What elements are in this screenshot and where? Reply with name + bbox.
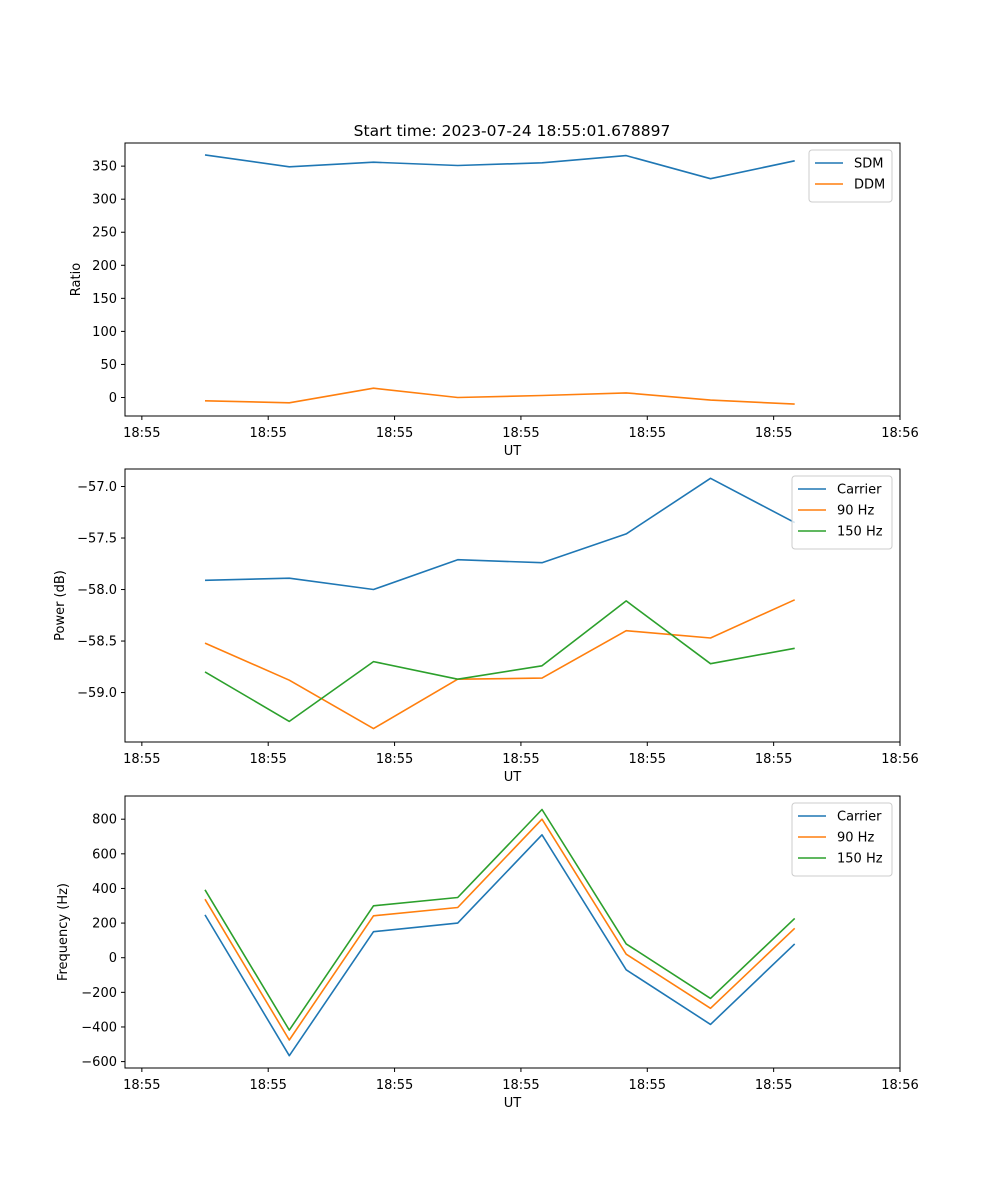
series-line-sdm xyxy=(204,154,795,180)
x-tick-label: 18:56 xyxy=(881,752,918,767)
y-tick-label: −58.0 xyxy=(77,583,117,598)
y-tick-label: 50 xyxy=(100,358,117,373)
legend-label: SDM xyxy=(854,157,883,172)
x-tick-label: 18:55 xyxy=(123,1078,160,1093)
legend-label: Carrier xyxy=(837,483,882,498)
legend-label: DDM xyxy=(854,178,885,193)
legend-label: 90 Hz xyxy=(837,831,874,846)
y-axis-label: Power (dB) xyxy=(53,570,68,641)
x-tick-label: 18:55 xyxy=(755,1078,792,1093)
x-axis-label: UT xyxy=(504,444,522,459)
y-tick-label: −59.0 xyxy=(77,686,117,701)
x-tick-label: 18:55 xyxy=(376,1078,413,1093)
x-tick-label: 18:55 xyxy=(249,752,286,767)
y-tick-label: 350 xyxy=(92,160,117,175)
x-tick-label: 18:55 xyxy=(755,426,792,441)
x-axis-label: UT xyxy=(504,1096,522,1111)
x-tick-label: 18:55 xyxy=(629,1078,666,1093)
y-tick-label: 0 xyxy=(109,391,117,406)
x-tick-label: 18:56 xyxy=(881,426,918,441)
x-tick-label: 18:55 xyxy=(249,1078,286,1093)
y-tick-label: 150 xyxy=(92,292,117,307)
power-panel: 18:55 18:55 18:55 18:55 18:55 18:55 18:56 −59.0… xyxy=(53,468,919,785)
frequency-panel: 18:55 18:55 18:55 18:55 18:55 18:55 18:56 −600 −… xyxy=(56,795,919,1111)
series-line-90-hz xyxy=(204,818,796,1041)
plot-frame xyxy=(124,468,901,743)
y-tick-label: 200 xyxy=(92,259,117,274)
legend: Carrier 90 Hz 150 Hz xyxy=(791,475,893,550)
legend-label: Carrier xyxy=(837,810,882,825)
legend: SDM DDM xyxy=(808,149,893,203)
y-tick-label: 200 xyxy=(92,917,117,932)
series-line-carrier xyxy=(204,833,796,1057)
y-axis-label: Frequency (Hz) xyxy=(56,883,71,981)
series-line-150-hz xyxy=(204,600,795,723)
y-tick-label: −200 xyxy=(81,986,117,1001)
x-tick-label: 18:55 xyxy=(123,752,160,767)
legend-label: 150 Hz xyxy=(837,525,883,540)
series-line-carrier xyxy=(204,477,796,591)
y-tick-label: 250 xyxy=(92,226,117,241)
y-tick-label: 300 xyxy=(92,193,117,208)
x-tick-label: 18:55 xyxy=(502,426,539,441)
series-line-ddm xyxy=(204,387,795,405)
y-tick-label: −57.0 xyxy=(77,480,117,495)
y-tick-label: −400 xyxy=(81,1020,117,1035)
y-tick-label: −57.5 xyxy=(77,532,117,547)
y-tick-label: 400 xyxy=(92,882,117,897)
series-line-90-hz xyxy=(204,599,796,730)
legend-label: 150 Hz xyxy=(837,852,883,867)
x-tick-label: 18:55 xyxy=(629,426,666,441)
y-tick-label: −58.5 xyxy=(77,635,117,650)
legend-label: 90 Hz xyxy=(837,504,874,519)
x-tick-label: 18:55 xyxy=(376,426,413,441)
x-tick-label: 18:55 xyxy=(502,1078,539,1093)
y-tick-label: 100 xyxy=(92,325,117,340)
legend: Carrier 90 Hz 150 Hz xyxy=(791,802,893,877)
x-tick-label: 18:55 xyxy=(755,752,792,767)
y-axis-label: Ratio xyxy=(69,263,84,296)
x-tick-label: 18:55 xyxy=(123,426,160,441)
x-tick-label: 18:55 xyxy=(249,426,286,441)
y-tick-label: −600 xyxy=(81,1055,117,1070)
plot-frame xyxy=(124,795,901,1069)
x-axis-label: UT xyxy=(504,770,522,785)
series-line-150-hz xyxy=(204,808,796,1031)
y-tick-label: 600 xyxy=(92,847,117,862)
x-tick-label: 18:55 xyxy=(502,752,539,767)
chart-title: Start time: 2023-07-24 18:55:01.678897 xyxy=(354,122,671,140)
ratio-panel: 18:55 18:55 18:55 18:55 18:55 18:55 18:56 0 50 10… xyxy=(69,142,919,459)
y-tick-label: 800 xyxy=(92,813,117,828)
x-tick-label: 18:56 xyxy=(881,1078,918,1093)
y-tick-label: 0 xyxy=(109,951,117,966)
x-tick-label: 18:55 xyxy=(376,752,413,767)
x-tick-label: 18:55 xyxy=(629,752,666,767)
plot-frame xyxy=(124,142,901,417)
